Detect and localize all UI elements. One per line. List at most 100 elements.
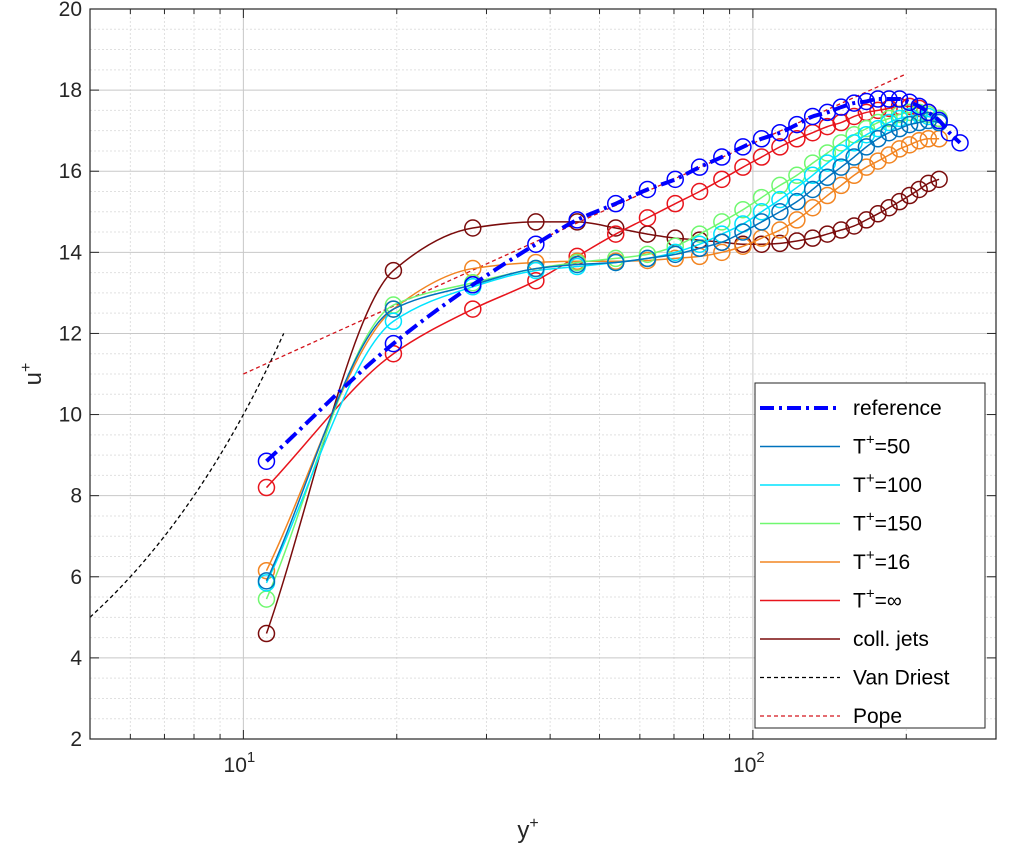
legend-item: T+=100: [760, 470, 922, 497]
data-point: [666, 194, 684, 213]
x-tick-label: 102: [733, 749, 765, 777]
data-point: [803, 180, 822, 199]
data-point: [869, 152, 887, 170]
plot-frame: [89, 8, 997, 740]
data-point: [910, 97, 928, 116]
data-point: [713, 213, 731, 231]
data-point: [690, 239, 709, 258]
data-point: [788, 130, 806, 148]
data-point: [690, 225, 709, 243]
series-layer: [90, 73, 969, 643]
data-point: [910, 180, 928, 199]
data-point: [832, 98, 850, 116]
data-point: [713, 233, 731, 251]
data-point: [734, 201, 752, 219]
data-point: [713, 243, 731, 262]
data-point: [771, 176, 789, 195]
y-tick-label: 14: [59, 241, 83, 264]
series-line: [243, 73, 907, 375]
legend-item: T+=150: [760, 509, 922, 536]
data-point: [788, 211, 806, 229]
data-point: [900, 115, 919, 134]
series-t-100: [257, 105, 948, 592]
data-point: [940, 123, 959, 142]
data-point: [845, 134, 863, 152]
data-point: [803, 166, 822, 185]
data-point: [384, 261, 403, 280]
data-point: [666, 170, 684, 189]
data-point: [880, 146, 898, 164]
data-point: [752, 213, 771, 231]
data-point: [257, 478, 276, 497]
data-point: [890, 140, 909, 158]
data-point: [464, 300, 482, 318]
legend-label: T+=100: [853, 470, 922, 497]
legend-item: reference: [760, 397, 942, 420]
data-point: [919, 107, 938, 126]
data-point: [734, 158, 752, 176]
data-point: [803, 198, 822, 217]
data-point: [832, 158, 850, 176]
series-t-150: [257, 103, 948, 608]
data-point: [900, 93, 919, 112]
data-point: [606, 225, 625, 243]
data-point: [845, 166, 863, 185]
data-point: [930, 170, 948, 189]
y-tick-label: 6: [70, 566, 82, 589]
data-point: [900, 103, 919, 122]
data-point: [803, 154, 822, 172]
minor-grid: [89, 9, 997, 739]
data-point: [638, 180, 657, 199]
y-tick-label: 2: [70, 728, 82, 751]
data-point: [771, 138, 789, 156]
data-point: [464, 276, 482, 294]
series-line: [90, 333, 285, 618]
data-point: [752, 130, 771, 148]
data-point: [857, 119, 876, 138]
x-tick-label: 101: [224, 749, 256, 777]
data-point: [666, 245, 684, 264]
data-point: [713, 170, 731, 189]
axis-ticks: [89, 8, 997, 740]
data-point: [818, 225, 837, 243]
data-point: [910, 132, 928, 150]
legend-box: [754, 382, 986, 729]
y-tick-label: 4: [70, 647, 82, 670]
data-point: [606, 253, 625, 272]
data-point: [464, 219, 482, 237]
data-point: [857, 125, 876, 144]
legend-label: T+=150: [853, 509, 922, 536]
legend-item: coll. jets: [760, 628, 929, 651]
data-point: [788, 192, 806, 211]
data-point: [752, 203, 771, 221]
legend-label: coll. jets: [853, 628, 929, 651]
data-point: [788, 115, 806, 134]
data-point: [919, 174, 938, 193]
data-point: [818, 186, 837, 205]
data-point: [734, 223, 752, 241]
legend-label: T+=∞: [853, 586, 902, 613]
data-point: [857, 211, 876, 229]
data-point: [857, 138, 876, 156]
series-van-driest: [90, 333, 285, 618]
data-point: [880, 90, 898, 108]
series-pope: [243, 73, 907, 375]
legend-label: reference: [853, 397, 942, 420]
legend-item: T+=16: [760, 547, 910, 574]
y-tick-label: 20: [59, 0, 82, 21]
data-point: [606, 219, 625, 237]
data-point: [752, 148, 771, 166]
data-point: [638, 249, 657, 268]
data-point: [690, 158, 709, 176]
data-point: [890, 192, 909, 211]
data-point: [890, 119, 909, 138]
data-point: [832, 221, 850, 239]
data-point: [818, 117, 837, 136]
series-reference: [257, 90, 969, 470]
legend-label: T+=16: [853, 547, 910, 574]
data-point: [857, 158, 876, 176]
data-point: [880, 198, 898, 217]
data-point: [713, 148, 731, 166]
data-point: [845, 148, 863, 166]
data-point: [384, 334, 403, 353]
